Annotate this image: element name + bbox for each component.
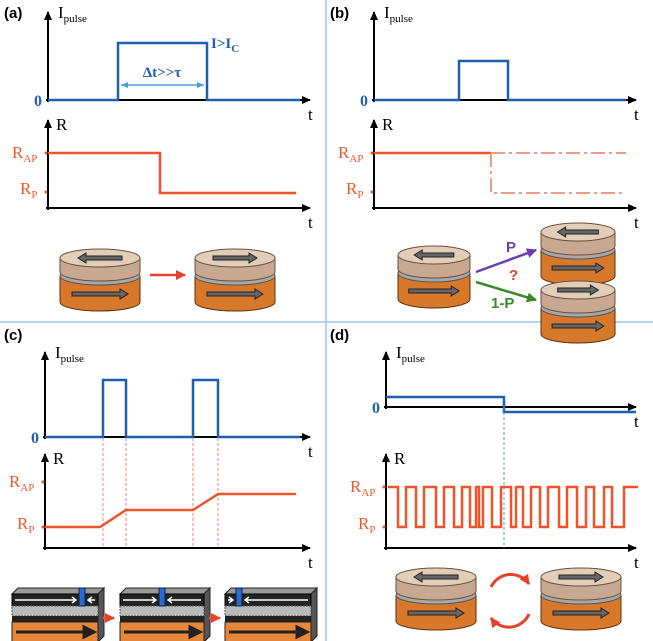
pulse-axis-name-sub: pulse <box>64 13 87 25</box>
time-label: t <box>308 213 313 232</box>
pulse-axis-name: Ipulse <box>384 3 413 25</box>
r-axis-name: R <box>56 115 68 134</box>
tick-dot <box>383 526 386 529</box>
outcome-label: 1-P <box>491 295 514 312</box>
panel-label: (a) <box>4 5 22 22</box>
r-low-label-sub: P <box>357 189 363 201</box>
zero-label: 0 <box>31 430 39 447</box>
r-low-label: RP <box>358 514 375 536</box>
r-low-label-sub: P <box>28 524 34 536</box>
block-barrier <box>120 606 204 616</box>
zero-label: 0 <box>372 400 380 417</box>
time-label: t <box>634 213 639 232</box>
block-side <box>98 588 104 641</box>
r-high-label-main: R <box>338 143 350 162</box>
tick-dot <box>45 152 48 155</box>
r-low-label-sub: P <box>369 524 375 536</box>
figure: (a)Ipulse0tRRAPRPtI>ICΔt>>τ(b)Ipulse0tRR… <box>0 0 653 641</box>
time-label: t <box>634 553 639 572</box>
pulse-axis-name-sub: pulse <box>390 13 413 25</box>
resistance <box>48 153 296 193</box>
r-high-label-sub: AP <box>361 487 375 499</box>
pulse-label-main: I>I <box>211 36 231 52</box>
block-mid <box>120 616 204 622</box>
r-axis-name: R <box>394 449 406 468</box>
tick-dot <box>371 152 374 155</box>
outcome-label: ? <box>509 267 518 284</box>
panel-label: (c) <box>4 327 22 344</box>
domain-wall <box>159 588 165 606</box>
block-mid <box>12 616 98 622</box>
pulse <box>45 380 300 437</box>
zero-label: 0 <box>360 93 368 110</box>
domain-wall <box>236 588 242 606</box>
pulse-axis-name: Ipulse <box>58 3 87 25</box>
r-axis-name: R <box>53 449 65 468</box>
resistance <box>45 494 296 527</box>
r-axis-name: R <box>382 115 394 134</box>
tick-dot <box>45 191 48 194</box>
time-label: t <box>308 553 313 572</box>
pulse <box>374 61 626 100</box>
r-high-label-sub: AP <box>23 153 37 165</box>
time-label: t <box>634 412 639 431</box>
switch-arrow <box>491 574 529 587</box>
r-high-label-sub: AP <box>20 482 34 494</box>
r-low-label-main: R <box>17 514 29 533</box>
pulse-label: I>IC <box>211 36 239 55</box>
r-high-label-sub: AP <box>349 153 363 165</box>
tick-dot <box>42 481 45 484</box>
r-low-label: RP <box>17 514 34 536</box>
resistance-possible <box>491 153 626 193</box>
block-barrier <box>225 606 311 616</box>
pulse-axis-name: Ipulse <box>396 343 425 365</box>
r-high-label: RAP <box>338 143 363 165</box>
r-low-label: RP <box>20 179 37 201</box>
domain-wall <box>79 588 85 606</box>
pulse-label-sub: C <box>231 43 239 55</box>
r-low-label-sub: P <box>31 189 37 201</box>
panel-label: (b) <box>330 5 349 22</box>
pulse-axis-name-sub: pulse <box>61 353 84 365</box>
r-low-label: RP <box>346 179 363 201</box>
pulse-axis-name: Ipulse <box>55 343 84 365</box>
block-top <box>12 588 104 594</box>
outcome-label: P <box>506 239 516 256</box>
r-high-label: RAP <box>12 143 37 165</box>
block-barrier <box>12 606 98 616</box>
time-label: t <box>308 442 313 461</box>
block-side <box>311 588 317 641</box>
block-mid <box>225 616 311 622</box>
r-high-label-main: R <box>9 472 21 491</box>
tick-dot <box>383 486 386 489</box>
pulse <box>386 397 636 412</box>
r-high-label: RAP <box>350 477 375 499</box>
r-high-label-main: R <box>12 143 24 162</box>
telegraph <box>388 487 638 527</box>
tick-dot <box>371 191 374 194</box>
time-label: t <box>308 105 313 124</box>
r-high-label: RAP <box>9 472 34 494</box>
switch-arrow <box>491 614 529 627</box>
pulse-axis-name-sub: pulse <box>402 353 425 365</box>
r-low-label-main: R <box>358 514 370 533</box>
panel-label: (d) <box>330 327 349 344</box>
r-high-label-main: R <box>350 477 362 496</box>
tick-dot <box>42 526 45 529</box>
block-side <box>204 588 210 641</box>
duration-label: Δt>>τ <box>143 65 181 81</box>
r-low-label-main: R <box>346 179 358 198</box>
r-low-label-main: R <box>20 179 32 198</box>
time-label: t <box>634 105 639 124</box>
panel: (c)Ipulse0tRRAPRPt <box>4 327 317 641</box>
zero-label: 0 <box>34 93 42 110</box>
